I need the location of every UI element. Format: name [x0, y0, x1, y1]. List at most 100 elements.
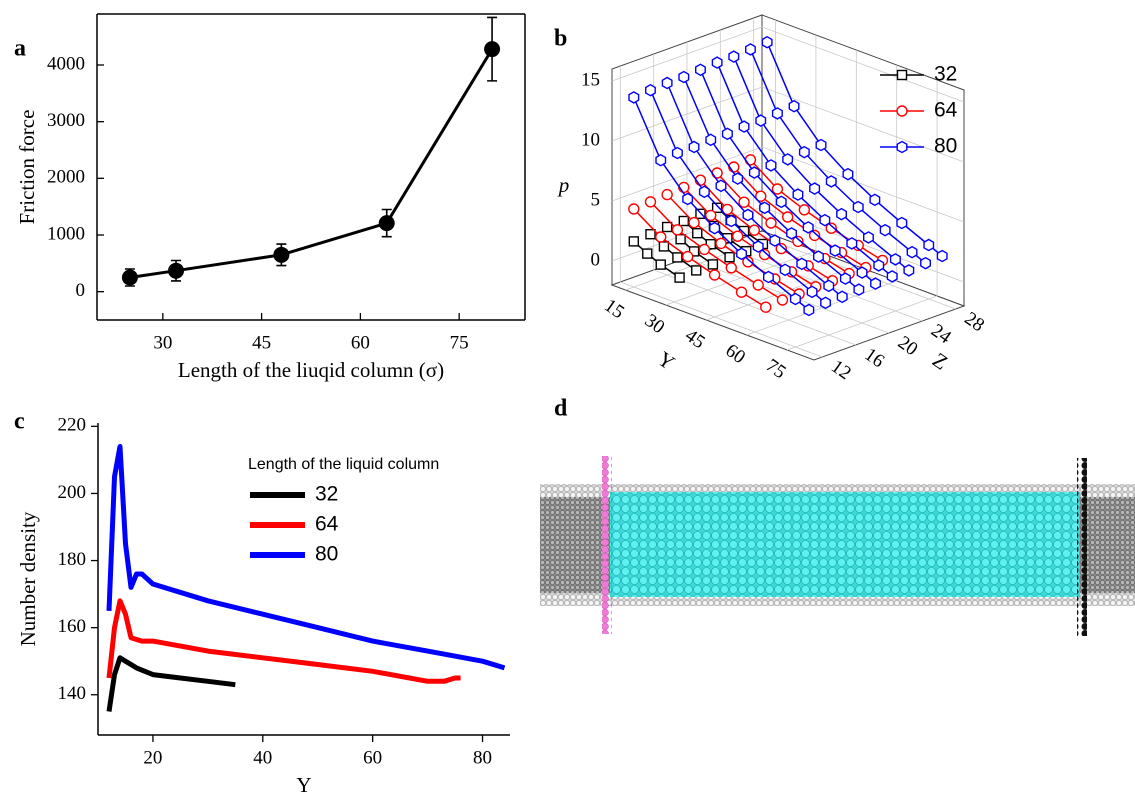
y-tick-label: 45: [681, 325, 709, 353]
marker: [711, 167, 723, 179]
marker: [715, 179, 727, 193]
marker: [748, 166, 760, 179]
marker: [853, 283, 865, 296]
legend-marker: [896, 69, 908, 81]
marker: [752, 240, 764, 253]
legend-title: Length of the liquid column: [248, 456, 439, 473]
marker: [675, 233, 686, 245]
data-line: [106, 444, 506, 671]
y-tick-label: 60: [722, 340, 750, 368]
x-tick-label: 30: [153, 332, 172, 353]
data-point: [273, 246, 290, 263]
marker: [688, 140, 700, 154]
marker: [920, 256, 931, 270]
grid-line: [653, 54, 856, 346]
marker: [803, 303, 815, 317]
grid-line: [786, 80, 938, 351]
marker: [923, 238, 935, 252]
marker: [705, 133, 717, 147]
marker: [792, 188, 804, 201]
y-tick-label: 1000: [47, 223, 85, 244]
x-axis-label: Length of the liuqid column (σ): [178, 358, 444, 382]
marker: [725, 262, 737, 274]
marker: [760, 301, 772, 313]
marker: [755, 190, 767, 202]
marker: [748, 224, 761, 236]
marker: [775, 195, 787, 209]
marker: [829, 244, 841, 257]
marker: [781, 211, 794, 223]
x-tick-label: 80: [473, 747, 492, 768]
marker: [808, 229, 821, 242]
marker: [655, 259, 666, 270]
marker: [671, 146, 683, 160]
marker: [758, 248, 771, 261]
marker: [903, 264, 915, 277]
grid-line: [619, 66, 823, 358]
marker: [661, 221, 673, 233]
x-tick-label: 45: [252, 332, 271, 353]
marker: [761, 35, 773, 49]
z-tick-label: 16: [861, 344, 889, 372]
marker: [789, 292, 801, 306]
marker: [736, 247, 747, 261]
data-point: [168, 262, 185, 279]
marker: [771, 183, 784, 195]
marker: [707, 259, 719, 270]
marker: [628, 236, 639, 247]
marker: [759, 201, 771, 215]
data-line: [666, 82, 843, 298]
marker: [658, 241, 670, 252]
data-line: [633, 240, 681, 279]
marker: [738, 196, 750, 208]
marker: [769, 234, 781, 247]
marker: [788, 99, 800, 113]
end-wall: [1077, 458, 1087, 636]
y-tick-label: 160: [58, 616, 87, 637]
marker: [711, 56, 723, 69]
grid-line: [746, 65, 898, 336]
marker: [698, 185, 710, 199]
legend-label: 64: [315, 513, 339, 536]
marker: [782, 153, 794, 166]
panel-label: c: [14, 409, 25, 435]
marker: [806, 285, 818, 299]
marker: [815, 138, 827, 152]
marker: [742, 256, 754, 268]
legend-label: 32: [934, 63, 957, 86]
y-tick-label: 220: [58, 415, 87, 436]
marker: [906, 245, 918, 259]
data-point: [484, 41, 501, 58]
y-tick-label: 200: [58, 482, 87, 503]
marker: [724, 251, 735, 263]
data-line: [683, 220, 731, 258]
marker: [678, 215, 689, 227]
data-line: [129, 48, 494, 279]
marker: [705, 209, 717, 222]
marker: [742, 208, 754, 222]
marker: [836, 207, 847, 221]
marker: [802, 221, 814, 234]
z-tick-label: 24: [927, 320, 955, 348]
marker: [765, 159, 777, 172]
marker: [721, 127, 733, 141]
marker: [779, 263, 791, 277]
marker: [708, 269, 721, 281]
p-tick-label: 10: [581, 129, 600, 150]
marker: [852, 200, 864, 214]
data-point: [121, 269, 138, 286]
y-tick-label: 0: [76, 280, 86, 301]
marker: [809, 182, 821, 195]
marker: [825, 222, 837, 234]
x-tick-label: 60: [351, 332, 370, 353]
marker: [869, 193, 881, 207]
marker: [775, 242, 787, 255]
y-tick-label: 2000: [47, 167, 85, 188]
marker: [856, 266, 868, 279]
marker: [873, 259, 885, 272]
panel-label: d: [554, 396, 568, 422]
marker: [709, 221, 721, 235]
marker: [776, 294, 789, 306]
